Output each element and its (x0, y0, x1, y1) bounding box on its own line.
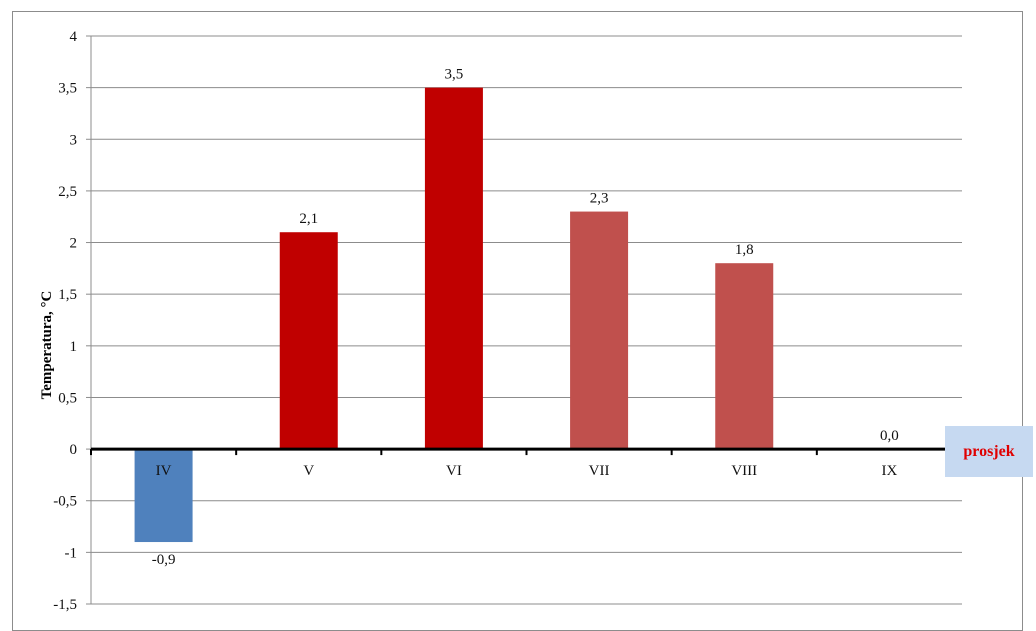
x-axis-ticks: IV V VI VII VIII IX (90, 449, 963, 479)
data-label-iv: -0,9 (152, 552, 176, 568)
bar-vii (570, 211, 629, 450)
y-tick-label: -1,5 (53, 597, 77, 613)
data-labels: -0,9 2,1 3,5 2,3 1,8 0,0 (152, 67, 899, 568)
bar-chart: 4 3,5 3 2,5 2 1,5 1 0,5 0 -0,5 -1 -1,5 IV V VI VII VIII… (39, 29, 1033, 613)
y-tick-label: -1 (65, 545, 78, 561)
gridlines (91, 35, 962, 605)
y-tick-label: 0 (70, 442, 78, 458)
y-tick-label: 0,5 (58, 390, 77, 406)
x-tick-label-v: V (303, 463, 314, 479)
y-tick-label: 2 (70, 236, 78, 252)
y-tick-label: 1 (70, 339, 78, 355)
y-tick-label: 2,5 (58, 184, 77, 200)
x-tick-label-vi: VI (446, 463, 462, 479)
y-axis-label: Temperatura, °C (39, 291, 55, 400)
legend: prosjek (945, 426, 1033, 477)
y-tick-label: -0,5 (53, 494, 77, 510)
data-label-vii: 2,3 (590, 191, 609, 207)
bar-v (279, 232, 338, 450)
data-label-vi: 3,5 (445, 67, 464, 83)
y-axis-ticks: 4 3,5 3 2,5 2 1,5 1 0,5 0 -0,5 -1 -1,5 (53, 29, 92, 613)
data-label-v: 2,1 (299, 211, 318, 227)
legend-box (945, 426, 1033, 477)
y-tick-label: 3 (70, 132, 78, 148)
data-label-viii: 1,8 (735, 242, 754, 258)
bar-viii (715, 263, 774, 450)
x-tick-label-viii: VIII (731, 463, 757, 479)
bar-iv (134, 449, 193, 543)
y-tick-label: 1,5 (58, 287, 77, 303)
data-label-ix: 0,0 (880, 428, 899, 444)
bar-vi (424, 87, 483, 450)
y-tick-label: 3,5 (58, 81, 77, 97)
x-tick-label-ix: IX (882, 463, 898, 479)
y-tick-label: 4 (70, 29, 78, 45)
x-tick-label-vii: VII (589, 463, 610, 479)
legend-label: prosjek (963, 443, 1014, 460)
x-tick-label-iv: IV (156, 463, 172, 479)
bars (134, 87, 774, 543)
